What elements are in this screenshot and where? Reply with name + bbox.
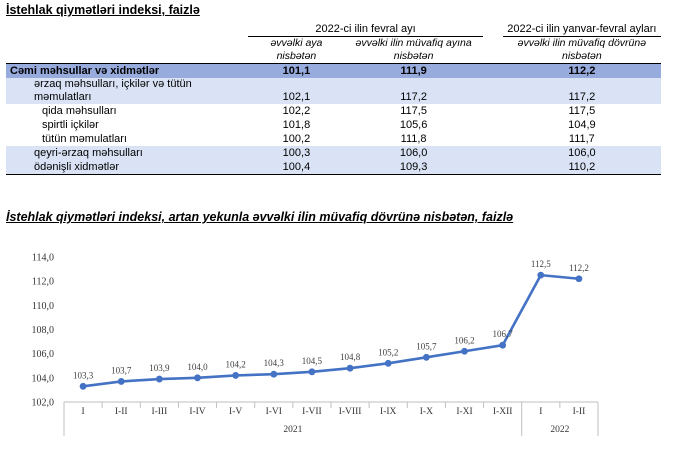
x-tick-label: I-XI [456, 407, 472, 417]
cell-value: 117,5 [568, 105, 596, 117]
data-point [155, 375, 163, 383]
data-point [499, 341, 507, 349]
data-point [575, 275, 583, 283]
row-label: Cəmi məhsullar və xidmətlər [6, 63, 249, 78]
row-label: tütün məmulatları [42, 133, 127, 145]
table-header-groups: 2022-ci ilin fevral ayı 2022-ci ilin yan… [6, 22, 661, 37]
data-label: 104,2 [226, 359, 246, 369]
table-row: spirtli içkilər 101,8 105,6 104,9 [6, 118, 661, 132]
x-tick-label: I-IX [380, 407, 396, 417]
table-header-columns: əvvəlki aya nisbətən əvvəlki ilin müvafi… [6, 36, 661, 64]
year-group-label: 2022 [550, 425, 569, 435]
row-label: qeyri-ərzaq məhsulları [6, 146, 249, 160]
header-group-jan-feb: 2022-ci ilin yanvar-fevral ayları [502, 22, 661, 37]
table-row: Cəmi məhsullar və xidmətlər 101,1 111,9 … [6, 63, 661, 78]
x-tick-label: I-IV [189, 407, 205, 417]
data-label: 104,8 [340, 352, 361, 362]
x-tick-label: I-VII [302, 407, 322, 417]
cpi-table: 2022-ci ilin fevral ayı 2022-ci ilin yan… [6, 22, 661, 175]
data-point [232, 372, 240, 379]
cell-value: 111,8 [400, 133, 427, 145]
x-tick-label: I [539, 407, 542, 417]
cell-value: 106,0 [502, 146, 661, 160]
cell-value: 110,2 [502, 160, 661, 175]
header-prev-year-period: əvvəlki ilin müvafiq dövrünə nisbətən [502, 36, 661, 64]
row-label: ödənişli xidmətlər [6, 160, 249, 175]
cell-value: 111,9 [344, 63, 483, 78]
data-point [346, 364, 354, 372]
y-tick-label: 104,0 [32, 373, 55, 384]
y-tick-label: 106,0 [32, 349, 55, 360]
header-prev-month: əvvəlki aya nisbətən [248, 36, 345, 64]
year-group-label: 2021 [283, 425, 302, 435]
data-label: 103,7 [111, 365, 132, 375]
y-tick-label: 108,0 [32, 325, 55, 336]
data-label: 106,7 [493, 329, 514, 339]
data-label: 103,3 [73, 370, 94, 380]
table-row: ödənişli xidmətlər 100,4 109,3 110,2 [6, 160, 661, 175]
table-title: İstehlak qiymətləri indeksi, faizlə [6, 3, 200, 17]
row-label: spirtli içkilər [42, 119, 99, 131]
row-label: qida məhsulları [42, 105, 117, 117]
cell-value: 100,2 [282, 133, 311, 145]
cell-value: 117,5 [400, 105, 427, 117]
x-tick-label: I-X [420, 407, 433, 417]
data-point [270, 370, 278, 378]
cell-value: 112,2 [502, 63, 661, 78]
data-label: 104,3 [264, 358, 285, 368]
y-tick-label: 110,0 [32, 301, 54, 312]
data-point [422, 353, 430, 361]
x-tick-label: I [81, 407, 84, 417]
header-prev-year-month: əvvəlki ilin müvafiq ayına nisbətən [344, 36, 483, 64]
x-tick-label: I-II [573, 407, 586, 417]
cell-value: 105,6 [399, 119, 428, 131]
data-label: 112,5 [531, 259, 551, 269]
data-point [308, 368, 316, 376]
header-group-feb: 2022-ci ilin fevral ayı [248, 22, 483, 37]
data-label: 106,2 [454, 335, 474, 345]
y-tick-label: 112,0 [32, 277, 54, 288]
cell-value: 104,9 [568, 119, 596, 131]
cell-value: 101,8 [282, 119, 311, 131]
table-row: ərzaq məhsulları, içkilər və tütün məmul… [6, 78, 661, 104]
table-row: tütün məmulatları 100,2 111,8 111,7 [6, 132, 661, 146]
row-label: ərzaq məhsulları, içkilər və tütün məmul… [6, 78, 249, 104]
data-label: 103,9 [149, 363, 170, 373]
chart-title: İstehlak qiymətləri indeksi, artan yekun… [6, 210, 514, 224]
x-tick-label: I-VIII [339, 407, 362, 417]
table-row: qeyri-ərzaq məhsulları 100,3 106,0 106,0 [6, 146, 661, 160]
cell-value: 100,4 [248, 160, 345, 175]
cell-value: 111,7 [568, 133, 595, 145]
cell-value: 102,2 [282, 105, 311, 117]
data-label: 105,2 [378, 347, 398, 357]
data-label: 104,5 [302, 356, 323, 366]
x-tick-label: I-VI [266, 407, 282, 417]
x-tick-label: I-XII [493, 407, 513, 417]
cell-value: 117,2 [344, 78, 483, 104]
data-point [384, 359, 392, 367]
x-tick-label: I-V [229, 407, 242, 417]
data-point [117, 378, 125, 385]
cell-value: 109,3 [344, 160, 483, 175]
table-row: qida məhsulları 102,2 117,5 117,5 [6, 104, 661, 118]
data-label: 112,2 [569, 263, 589, 273]
x-tick-label: I-III [151, 407, 167, 417]
data-label: 104,0 [187, 362, 208, 372]
cell-value: 106,0 [344, 146, 483, 160]
data-point [461, 347, 468, 355]
data-point [79, 382, 87, 390]
series-line [82, 273, 580, 388]
data-point [537, 271, 545, 279]
cell-value: 117,2 [502, 78, 661, 104]
y-tick-label: 102,0 [32, 398, 55, 409]
x-tick-label: I-II [115, 407, 128, 417]
cpi-line-chart: 102,0 104,0 106,0 108,0 110,0 112,0 114,0 I I-II… [32, 253, 599, 436]
cell-value: 102,1 [248, 78, 345, 104]
cell-value: 100,3 [248, 146, 345, 160]
data-point [194, 374, 201, 382]
cell-value: 101,1 [248, 63, 345, 78]
y-tick-label: 114,0 [32, 253, 54, 264]
data-label: 105,7 [416, 341, 437, 351]
